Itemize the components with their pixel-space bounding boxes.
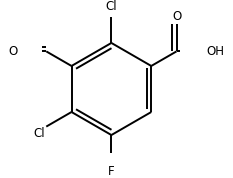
Text: O: O	[172, 10, 181, 23]
Text: Cl: Cl	[106, 0, 117, 13]
Text: Cl: Cl	[34, 127, 45, 140]
Text: OH: OH	[206, 45, 224, 58]
Text: O: O	[9, 45, 18, 58]
Text: F: F	[108, 165, 115, 178]
